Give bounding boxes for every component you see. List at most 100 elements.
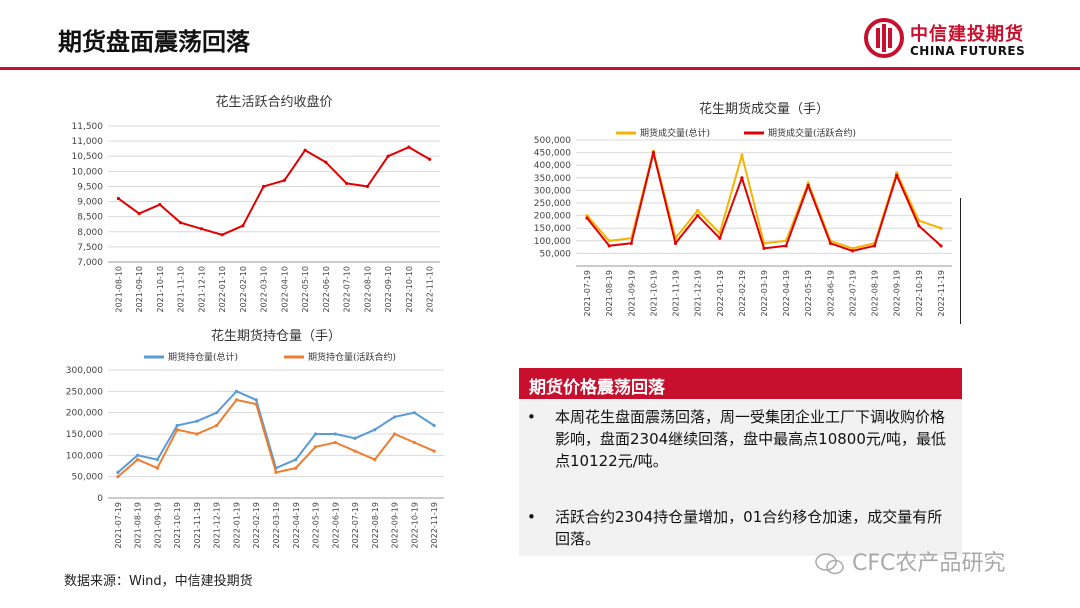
data-point — [195, 419, 199, 423]
data-point — [740, 153, 744, 157]
data-point — [294, 466, 298, 470]
data-point — [137, 212, 141, 216]
data-point — [432, 423, 436, 428]
data-point — [872, 244, 877, 248]
open-interest-chart: 花生期货持仓量（手） 300,000 250,000 200,000 150,000 10… — [66, 328, 444, 549]
y-tick-label: 7,000 — [77, 258, 103, 268]
info-box: 期货价格震荡回落 • 本周花生盘面震荡回落，周一受集团企业工厂下调收购价格影响，… — [519, 368, 962, 556]
data-point — [365, 184, 369, 189]
y-tick-label: 10,500 — [72, 152, 104, 162]
x-tick-label: 2021-12-19 — [694, 270, 703, 317]
data-point — [179, 221, 183, 225]
data-point — [629, 241, 633, 245]
watermark: CFC农产品研究 — [815, 545, 1005, 577]
data-point — [116, 470, 120, 474]
data-point — [262, 184, 266, 189]
info-bullet-2: • 活跃合约2304持仓量增加，01合约移仓加速，成交量有所回落。 — [527, 506, 953, 550]
info-box-title: 期货价格震荡回落 — [529, 378, 665, 398]
data-point — [353, 449, 357, 453]
y-tick-label: 400,000 — [534, 161, 571, 171]
data-point — [784, 244, 788, 248]
y-tick-label: 10,000 — [72, 167, 104, 177]
x-tick-label: 2022-04-10 — [280, 266, 289, 313]
x-tick-label: 2022-08-10 — [363, 266, 372, 313]
x-tick-label: 2021-12-10 — [197, 266, 206, 313]
x-tick-label: 2021-07-19 — [114, 502, 123, 549]
data-point — [585, 214, 589, 218]
data-point — [412, 440, 416, 445]
data-point — [673, 241, 678, 245]
chart-title: 花生活跃合约收盘价 — [215, 94, 332, 110]
y-tick-label: 11,000 — [72, 137, 104, 147]
y-tick-label: 8,500 — [77, 213, 103, 223]
y-tick-label: 250,000 — [66, 387, 103, 397]
data-point — [895, 173, 899, 177]
y-tick-label: 7,500 — [77, 243, 103, 253]
x-tick-label: 2021-11-19 — [672, 270, 681, 317]
x-tick-label: 2022-03-19 — [272, 502, 281, 549]
chart-border-line — [960, 198, 961, 324]
y-tick-label: 200,000 — [66, 409, 103, 419]
data-point — [234, 389, 239, 393]
y-tick-label: 8,000 — [77, 228, 103, 238]
y-tick-label: 0 — [97, 494, 103, 504]
x-tick-label: 2022-09-19 — [391, 502, 400, 549]
data-point — [303, 148, 307, 152]
info-box-header: 期货价格震荡回落 — [519, 368, 962, 399]
x-tick-label: 2022-05-19 — [804, 270, 813, 317]
series-line — [586, 150, 942, 250]
y-tick-label: 100,000 — [66, 451, 103, 461]
data-point — [828, 241, 832, 245]
chart-title: 花生期货持仓量（手） — [211, 328, 341, 344]
x-tick-label: 2021-09-10 — [135, 266, 144, 313]
data-point — [155, 458, 160, 462]
y-tick-label: 250,000 — [534, 199, 571, 209]
y-tick-label: 300,000 — [66, 366, 103, 376]
data-point — [294, 458, 298, 462]
x-tick-label: 2021-12-19 — [213, 502, 222, 549]
data-point — [215, 411, 219, 415]
data-point — [116, 475, 120, 479]
x-tick-label: 2021-07-19 — [583, 270, 592, 317]
x-tick-label: 2022-10-10 — [405, 266, 414, 313]
x-tick-label: 2021-10-10 — [156, 266, 165, 313]
x-tick-label: 2021-10-19 — [649, 270, 658, 317]
x-tick-label: 2022-04-19 — [292, 502, 301, 549]
data-point — [696, 208, 700, 213]
x-tick-label: 2022-01-19 — [716, 270, 725, 317]
data-point — [199, 227, 203, 231]
data-point — [333, 440, 337, 445]
bullet-icon: • — [527, 408, 536, 426]
data-point — [696, 214, 700, 218]
data-point — [136, 458, 140, 462]
x-tick-label: 2022-05-10 — [301, 266, 310, 313]
data-point — [282, 178, 286, 182]
x-tick-label: 2022-11-19 — [937, 270, 946, 317]
x-tick-label: 2022-08-19 — [371, 502, 380, 549]
x-tick-label: 2022-03-19 — [760, 270, 769, 317]
y-tick-label: 150,000 — [534, 224, 571, 234]
y-tick-label: 500,000 — [534, 136, 571, 146]
x-tick-label: 2022-11-10 — [426, 266, 435, 313]
data-point — [939, 226, 943, 230]
x-tick-label: 2021-10-19 — [173, 502, 182, 549]
data-point — [432, 449, 436, 453]
series-line — [117, 146, 431, 236]
y-tick-label: 150,000 — [66, 430, 103, 440]
legend-label: 期货成交量(活跃合约) — [768, 127, 856, 139]
y-tick-label: 300,000 — [534, 186, 571, 196]
data-point — [353, 436, 357, 440]
y-tick-label: 450,000 — [534, 149, 571, 159]
info-bullet-1: • 本周花生盘面震荡回落，周一受集团企业工厂下调收购价格影响，盘面2304继续回… — [527, 406, 953, 472]
data-point — [895, 171, 899, 175]
y-tick-label: 100,000 — [534, 237, 571, 247]
info-bullet-text: 活跃合约2304持仓量增加，01合约移仓加速，成交量有所回落。 — [555, 508, 943, 548]
data-point — [158, 202, 162, 207]
data-point — [850, 249, 855, 253]
data-point — [324, 160, 328, 164]
data-point — [274, 470, 278, 474]
logo-text-en: CHINA FUTURES — [910, 44, 1026, 58]
data-point — [215, 423, 219, 428]
data-point — [740, 176, 744, 180]
data-point — [333, 432, 337, 436]
